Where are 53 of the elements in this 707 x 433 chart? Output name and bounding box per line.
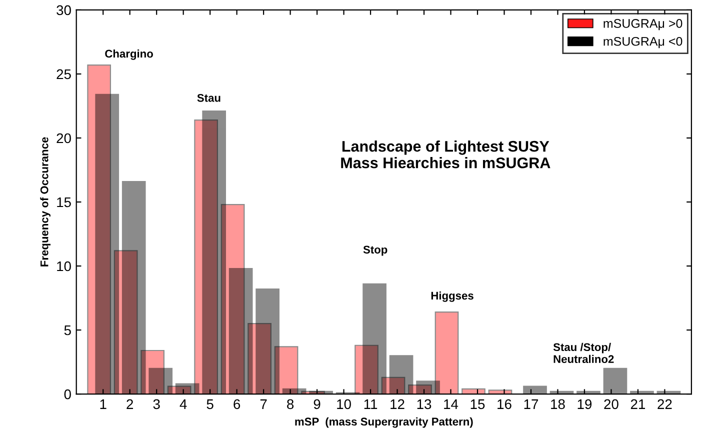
- bar: [122, 180, 146, 394]
- bar: [462, 388, 486, 394]
- bar: [603, 368, 628, 394]
- annotation: Stop: [363, 246, 388, 256]
- x-tick-label: 6: [234, 399, 240, 410]
- annotation: Stau /Stop/ Neutralino2: [553, 342, 614, 364]
- bar: [202, 110, 226, 394]
- x-tick-label: 2: [126, 399, 134, 409]
- x-tick-label: 12: [390, 399, 404, 409]
- y-axis-title: Frequency of Occurance: [40, 137, 50, 266]
- x-tick-label: 16: [498, 399, 512, 410]
- y-tick-label: 15: [57, 197, 71, 208]
- x-axis-title: mSP (mass Supergravity Pattern): [295, 417, 473, 428]
- legend-label: mSUGRAμ <0: [604, 36, 682, 48]
- x-tick-label: 9: [314, 399, 320, 410]
- x-tick-label: 1: [100, 399, 106, 409]
- bar: [523, 386, 547, 394]
- x-tick-label: 21: [630, 399, 646, 409]
- x-tick-label: 18: [551, 399, 565, 410]
- y-tick-label: 20: [56, 133, 71, 144]
- annotation: Stau: [197, 94, 220, 102]
- x-tick-label: 10: [337, 399, 351, 410]
- y-tick-label: 10: [57, 261, 71, 272]
- bar: [95, 94, 120, 394]
- bar: [389, 355, 414, 394]
- x-tick-label: 3: [153, 399, 160, 410]
- x-tick-label: 13: [417, 399, 432, 410]
- annotation: Chargino: [105, 49, 153, 60]
- annotation: Higgses: [431, 291, 474, 302]
- x-tick-label: 19: [578, 399, 592, 410]
- x-tick-label: 7: [260, 399, 267, 409]
- x-tick-label: 5: [206, 399, 214, 410]
- bar: [434, 312, 459, 394]
- x-tick-label: 17: [524, 399, 538, 409]
- legend-label: mSUGRAμ >0: [604, 19, 682, 30]
- x-tick-label: 22: [658, 399, 672, 409]
- bar: [256, 288, 280, 394]
- bar: [175, 383, 200, 394]
- bar: [416, 380, 440, 394]
- x-tick-label: 8: [287, 399, 294, 410]
- x-tick-label: 4: [180, 399, 187, 409]
- y-tick-label: 5: [64, 325, 71, 336]
- bar: [228, 268, 253, 394]
- y-tick-label: 30: [56, 5, 71, 16]
- bar: [362, 283, 386, 394]
- x-tick-label: 11: [364, 399, 378, 409]
- bar: [148, 368, 173, 394]
- text: Landscape of Lightest SUSY Mass Hiearchies in mSUGRA: [341, 140, 550, 168]
- y-tick-label: 0: [64, 389, 71, 400]
- x-tick-label: 15: [470, 399, 485, 410]
- y-tick-label: 25: [56, 69, 71, 80]
- x-tick-label: 20: [604, 399, 618, 410]
- x-tick-label: 14: [444, 399, 458, 409]
